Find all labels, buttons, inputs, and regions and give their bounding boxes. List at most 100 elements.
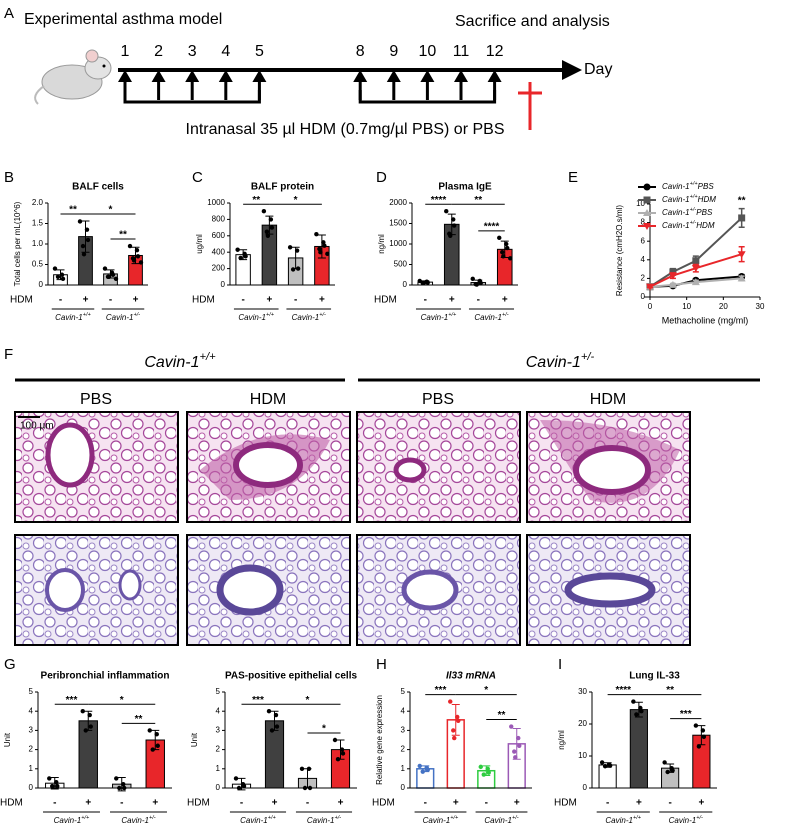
axis-label: Day bbox=[584, 61, 612, 78]
marker bbox=[691, 278, 700, 286]
day-label: 10 bbox=[419, 43, 437, 60]
column-label: HDM bbox=[250, 391, 286, 408]
y-tick-label: 1.0 bbox=[32, 239, 44, 248]
hdm-category: - bbox=[240, 798, 243, 809]
column-label: PBS bbox=[80, 391, 112, 408]
hdm-category: - bbox=[59, 295, 62, 306]
hdm-category: - bbox=[477, 295, 480, 306]
data-point bbox=[113, 276, 119, 282]
data-point bbox=[83, 728, 88, 733]
y-tick-label: 0 bbox=[403, 280, 408, 289]
data-point bbox=[264, 229, 270, 234]
hdm-category: - bbox=[424, 295, 427, 306]
data-point bbox=[501, 254, 506, 259]
day-label: 11 bbox=[453, 43, 470, 60]
significance-label: * bbox=[484, 685, 488, 696]
histology: F 100 µm bbox=[4, 346, 760, 646]
data-point bbox=[266, 709, 272, 714]
hdm-category: + bbox=[272, 798, 278, 809]
panel-letter: I bbox=[558, 656, 562, 673]
data-point bbox=[508, 256, 513, 261]
marker bbox=[643, 183, 651, 191]
micrographs bbox=[14, 411, 691, 646]
significance-label: **** bbox=[431, 195, 447, 206]
hdm-category: + bbox=[319, 295, 325, 306]
group-label: Cavin-1+/- bbox=[669, 815, 703, 825]
y-tick-label: 0 bbox=[401, 783, 406, 792]
y-axis-label: Unit bbox=[190, 732, 199, 747]
data-point bbox=[452, 735, 457, 741]
data-point bbox=[662, 760, 667, 765]
y-tick-label: 30 bbox=[578, 687, 587, 696]
timeline-head bbox=[562, 60, 582, 80]
hdm-label: HDM bbox=[187, 798, 210, 809]
significance-label: * bbox=[294, 195, 298, 206]
data-point bbox=[55, 274, 61, 279]
hdm-category: + bbox=[453, 798, 459, 809]
data-point bbox=[513, 755, 518, 760]
y-axis-label: Resistance (cmH2O.s/ml) bbox=[615, 205, 624, 296]
significance-label: * bbox=[322, 724, 326, 735]
hdm-category: + bbox=[152, 798, 158, 809]
panel-letter: C bbox=[192, 169, 203, 186]
data-point bbox=[500, 250, 505, 255]
data-point bbox=[127, 243, 133, 249]
y-tick-label: 6 bbox=[641, 236, 646, 245]
data-point bbox=[273, 712, 279, 718]
series-line bbox=[649, 253, 742, 288]
day-label: 12 bbox=[486, 43, 504, 60]
data-point bbox=[318, 250, 323, 255]
hdm-label: HDM bbox=[0, 798, 23, 809]
hdm-category: - bbox=[241, 295, 244, 306]
day-label: 1 bbox=[121, 43, 130, 60]
y-axis-label: Relative gene expression bbox=[375, 695, 384, 785]
significance-label: * bbox=[109, 205, 113, 216]
error-bar bbox=[81, 220, 90, 253]
y-tick-label: 1000 bbox=[207, 198, 225, 207]
data-point bbox=[50, 783, 55, 789]
data-point bbox=[154, 732, 159, 737]
y-tick-label: 3 bbox=[216, 726, 221, 735]
y-tick-label: 4 bbox=[216, 706, 221, 715]
y-tick-label: 2 bbox=[401, 745, 406, 754]
group-label: Cavin-1+/+ bbox=[605, 815, 641, 825]
data-point bbox=[509, 724, 514, 729]
y-tick-label: 3 bbox=[401, 726, 406, 735]
data-point bbox=[417, 763, 422, 769]
data-point bbox=[150, 747, 155, 752]
y-axis-label: ug/ml bbox=[195, 234, 204, 254]
panel-letter: E bbox=[568, 169, 578, 186]
significance-label: ** bbox=[135, 714, 143, 725]
series-line bbox=[649, 277, 742, 288]
hdm-category: + bbox=[449, 295, 455, 306]
error-bar bbox=[317, 234, 326, 259]
y-tick-label: 500 bbox=[394, 260, 408, 269]
dose-arrow-head bbox=[386, 70, 401, 82]
group-label: Cavin-1+/+ bbox=[421, 312, 457, 322]
significance-label: ** bbox=[119, 230, 127, 241]
x-tick-label: 0 bbox=[648, 302, 653, 311]
hdm-category: - bbox=[485, 798, 488, 809]
data-point bbox=[425, 280, 430, 285]
data-point bbox=[607, 763, 613, 768]
data-point bbox=[269, 225, 275, 230]
data-point bbox=[287, 245, 293, 250]
hdm-category: - bbox=[606, 798, 609, 809]
marker bbox=[643, 209, 651, 216]
marker bbox=[737, 251, 746, 259]
group-label: Cavin-1+/- bbox=[484, 815, 518, 825]
significance-label: ** bbox=[252, 195, 260, 206]
data-point bbox=[340, 751, 346, 756]
significance-label: * bbox=[306, 695, 310, 706]
data-point bbox=[478, 280, 483, 286]
group-label: Cavin-1+/+ bbox=[423, 815, 459, 825]
x-axis-label: Methacholine (mg/ml) bbox=[662, 315, 749, 325]
data-point bbox=[481, 772, 486, 777]
hdm-category: - bbox=[53, 798, 56, 809]
marker bbox=[646, 283, 654, 291]
data-point bbox=[516, 735, 521, 741]
error-bar bbox=[451, 703, 460, 736]
data-point bbox=[274, 724, 280, 729]
y-tick-label: 5 bbox=[216, 687, 221, 696]
data-point bbox=[81, 252, 87, 257]
